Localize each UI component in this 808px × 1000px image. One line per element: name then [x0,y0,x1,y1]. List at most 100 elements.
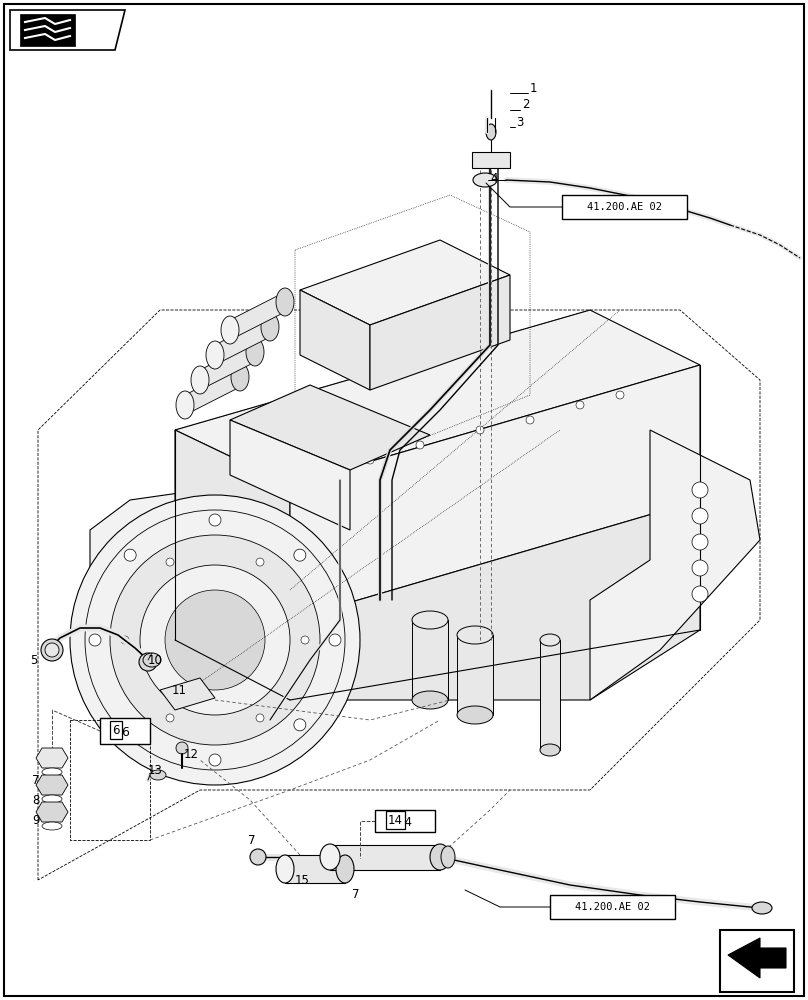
Polygon shape [290,500,700,700]
Polygon shape [230,292,285,340]
Text: 15: 15 [295,874,310,886]
Ellipse shape [45,643,59,657]
Circle shape [316,476,324,484]
Polygon shape [457,635,493,715]
Circle shape [692,482,708,498]
Ellipse shape [231,363,249,391]
Circle shape [89,634,101,646]
Circle shape [416,441,424,449]
Text: 10: 10 [148,654,163,666]
Ellipse shape [457,626,493,644]
Polygon shape [412,620,448,700]
Polygon shape [290,365,700,620]
Text: 12: 12 [184,748,199,762]
Polygon shape [36,775,68,795]
Ellipse shape [441,846,455,868]
Polygon shape [540,640,560,750]
Circle shape [85,510,345,770]
Ellipse shape [412,611,448,629]
Polygon shape [175,430,290,650]
Ellipse shape [276,855,294,883]
Text: 14: 14 [398,816,413,828]
Polygon shape [215,317,270,365]
Polygon shape [175,310,700,485]
Circle shape [256,714,264,722]
Circle shape [476,426,484,434]
Circle shape [140,565,290,715]
Circle shape [124,549,136,561]
Circle shape [576,401,584,409]
Text: 6: 6 [112,724,120,736]
Ellipse shape [191,366,209,394]
Ellipse shape [412,691,448,709]
Polygon shape [472,152,510,168]
Circle shape [70,495,360,785]
Ellipse shape [540,744,560,756]
Circle shape [616,391,624,399]
Text: 9: 9 [32,814,40,826]
Text: 7: 7 [248,834,255,846]
Ellipse shape [486,124,496,140]
Ellipse shape [176,391,194,419]
Ellipse shape [250,849,266,865]
Ellipse shape [320,844,340,870]
Text: 8: 8 [32,794,40,806]
Ellipse shape [752,902,772,914]
Polygon shape [300,290,370,390]
Circle shape [166,558,174,566]
Ellipse shape [42,795,62,803]
Circle shape [209,754,221,766]
Circle shape [692,508,708,524]
Bar [720,930,794,992]
Ellipse shape [457,706,493,724]
Text: 5: 5 [30,654,37,666]
Polygon shape [285,855,345,883]
Ellipse shape [276,288,294,316]
Ellipse shape [540,634,560,646]
Polygon shape [590,430,760,700]
Ellipse shape [139,653,157,671]
Circle shape [692,560,708,576]
Polygon shape [728,938,786,978]
Circle shape [526,416,534,424]
Polygon shape [370,275,510,390]
Text: 41.200.AE 02: 41.200.AE 02 [575,902,650,912]
Polygon shape [36,748,68,768]
Text: 7: 7 [32,774,40,786]
FancyBboxPatch shape [375,810,435,832]
FancyBboxPatch shape [100,718,150,744]
Circle shape [301,636,309,644]
Polygon shape [330,845,440,870]
Polygon shape [230,420,350,530]
Circle shape [294,549,306,561]
Text: 13: 13 [148,764,163,776]
Text: 6: 6 [121,726,129,738]
FancyBboxPatch shape [550,895,675,919]
Ellipse shape [430,844,450,870]
Circle shape [329,634,341,646]
Circle shape [366,456,374,464]
Ellipse shape [42,822,62,830]
Circle shape [110,535,320,745]
Ellipse shape [150,770,166,780]
Text: 1: 1 [530,82,537,95]
Polygon shape [10,10,125,50]
Circle shape [176,742,188,754]
Text: 11: 11 [172,684,187,696]
Ellipse shape [473,173,497,187]
Ellipse shape [221,316,239,344]
Text: 14: 14 [388,814,403,826]
Circle shape [121,636,129,644]
Circle shape [692,534,708,550]
Polygon shape [230,385,430,470]
Text: 2: 2 [522,99,529,111]
Polygon shape [200,342,255,390]
Ellipse shape [41,639,63,661]
Ellipse shape [143,653,161,667]
Polygon shape [185,367,240,415]
FancyBboxPatch shape [562,195,687,219]
Polygon shape [300,240,510,325]
Polygon shape [175,590,290,700]
Circle shape [256,558,264,566]
Text: 4: 4 [490,172,498,184]
